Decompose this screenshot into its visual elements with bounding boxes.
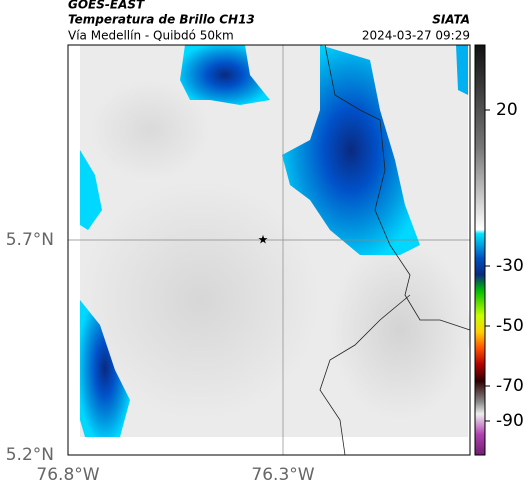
lon-label: 76.3°W (251, 465, 314, 485)
datetime: 2024-03-27 09:29 (362, 29, 470, 43)
subtitle: Vía Medellín - Quibdó 50km (68, 29, 234, 43)
lat-label: 5.2°N (6, 445, 54, 465)
colorbar-ticks: 20 -30 -50 -70 -90 (485, 100, 524, 431)
lon-label: 76.8°W (36, 465, 99, 485)
colorbar (474, 44, 486, 456)
colorbar-tick-label: -30 (496, 256, 524, 276)
lat-label: 5.7°N (6, 230, 54, 250)
source: GOES-EAST (68, 0, 145, 12)
colorbar-tick-label: -50 (496, 316, 524, 336)
colorbar-tick-label: -90 (496, 411, 524, 431)
title: Temperatura de Brillo CH13 (68, 13, 255, 27)
colorbar-tick-label: -70 (496, 376, 524, 396)
colorbar-tick-label: 20 (496, 100, 518, 120)
agency: SIATA (432, 13, 470, 27)
svg-text:★: ★ (258, 233, 269, 247)
map-image: ★ (67, 44, 471, 456)
